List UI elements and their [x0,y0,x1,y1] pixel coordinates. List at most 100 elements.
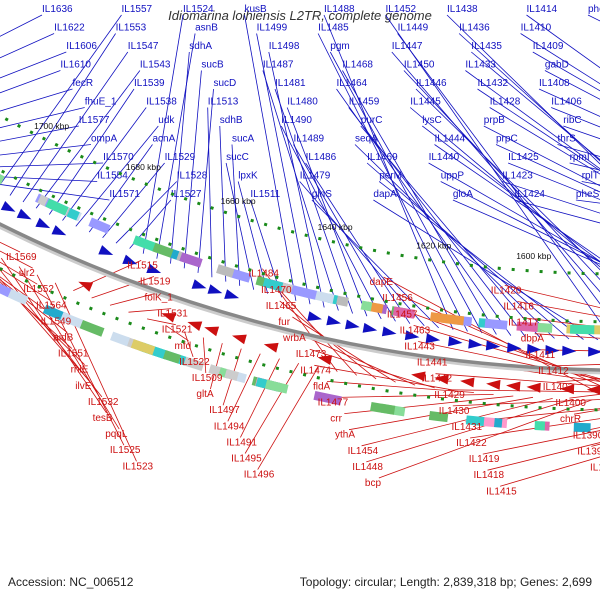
kbp-tick-label: 1620 kbp [416,240,451,250]
forward-cds-arrow [122,254,138,265]
forward-cds-arrow [345,319,360,330]
forward-label-leader [440,181,600,263]
reverse-gene-label: fldA [313,381,331,392]
forward-gene-label: IL1489 [294,134,325,145]
forward-label-leader [156,33,196,259]
reverse-gene-label: IL1422 [456,438,487,449]
forward-cds-arrow [16,208,32,220]
reverse-gene-label: IL1415 [486,486,517,497]
forward-label-leader [428,162,600,263]
forward-gene-label: IL1447 [392,41,423,52]
forward-cds-arrow [146,263,162,273]
forward-gene-label: IL1524 [183,4,214,15]
forward-gene-label: IL1425 [508,152,539,163]
forward-gene-label: purC [361,115,383,126]
forward-gene-label: gloA [453,189,473,200]
forward-gene-label: IL1469 [367,152,398,163]
forward-feature-block [360,300,373,312]
reverse-gene-label: IL1497 [209,405,240,416]
forward-gene-label: IL1529 [165,152,196,163]
forward-gene-label: IL1553 [116,23,147,34]
reverse-feature-block [534,421,546,431]
reverse-feature-block [370,401,396,415]
forward-cds-arrow [362,322,378,333]
reverse-feature-block [208,364,223,377]
forward-label-leader [465,70,600,170]
forward-gene-label: IL1450 [404,60,435,71]
forward-feature-block [335,295,349,307]
forward-label-leader [0,88,73,112]
reverse-gene-label: IL1465 [266,301,297,312]
forward-label-leader [502,181,600,214]
forward-label-leader [0,162,104,168]
forward-label-leader [268,51,325,308]
reverse-gene-label: IL1463 [400,325,431,336]
reverse-gene-label: IL1400 [555,398,586,409]
forward-gene-label: pgm [330,41,349,52]
forward-label-leader [305,162,411,324]
forward-gene-label: IL1511 [250,189,280,200]
reverse-gene-label: IL1496 [244,470,275,481]
reverse-label-leader [482,430,600,455]
reverse-cds-arrow [232,334,247,345]
forward-cds-arrow [191,279,207,289]
forward-gene-label: IL1487 [263,60,294,71]
forward-label-leader [329,51,483,334]
reverse-cds-arrow [460,377,475,388]
forward-cds-arrow [468,338,483,349]
reverse-label-leader [244,362,300,454]
forward-gene-label: IL1513 [208,97,239,108]
forward-feature-block [88,217,111,234]
reverse-gene-label: IL1378 [590,463,600,474]
reverse-gene-label: IL1564 [36,300,67,311]
gene-labels: IL1636 IL1622 IL1606 IL1610 fecR fhuE_1 IL1577… [6,4,600,497]
reverse-gene-label: wrbA [282,333,306,344]
reverse-cds-arrow [263,342,279,353]
forward-gene-label: rpmI [570,152,590,163]
forward-label-leader [244,14,297,301]
reverse-gene-label: IL1549 [41,316,72,327]
forward-label-leader [280,125,382,320]
forward-gene-label: IL1571 [109,189,140,200]
forward-gene-label: IL1547 [128,41,159,52]
forward-cds-arrow [326,315,341,326]
reverse-label-leader [499,456,600,487]
forward-cds-arrow [485,340,501,351]
forward-gene-label: pheS [576,189,600,200]
forward-gene-label: ompA [91,134,117,145]
reverse-feature-block [79,319,105,337]
reverse-gene-label: IL1491 [226,437,257,448]
forward-gene-label: IL1610 [60,60,91,71]
forward-label-leader [458,33,600,162]
forward-label-leader [434,144,600,259]
reverse-label-leader [0,269,103,398]
reverse-gene-label: fur [278,317,290,328]
forward-feature-block [152,242,174,258]
forward-cds-arrow [98,245,114,255]
forward-label-leader [403,70,600,281]
reverse-gene-label: tesB [93,413,113,424]
kbp-tick-label: 1600 kbp [516,251,551,261]
forward-label-leader [102,162,165,238]
reverse-feature-block [130,339,156,356]
reverse-label-leader [361,398,553,447]
reverse-gene-label: IL1494 [214,421,245,432]
reverse-feature-block [110,331,131,347]
reverse-feature-block [428,410,449,423]
forward-gene-label: prpC [496,134,518,145]
forward-label-leader [75,125,159,227]
forward-gene-label: IL1481 [275,78,306,89]
reverse-gene-label: IL1532 [88,397,119,408]
reverse-label-leader [413,325,600,380]
reverse-label-leader [184,331,194,358]
reverse-gene-label: IL1477 [318,398,349,409]
forward-gene-label: IL1449 [398,23,429,34]
forward-label-leader [88,144,153,233]
reverse-cds-arrow [486,379,501,390]
forward-label-leader [471,51,600,161]
forward-cds-arrow [51,225,67,236]
reverse-label-leader [227,353,261,422]
reverse-gene-label: folK_1 [145,293,174,304]
forward-label-leader [348,107,526,337]
forward-label-leader [446,14,600,165]
